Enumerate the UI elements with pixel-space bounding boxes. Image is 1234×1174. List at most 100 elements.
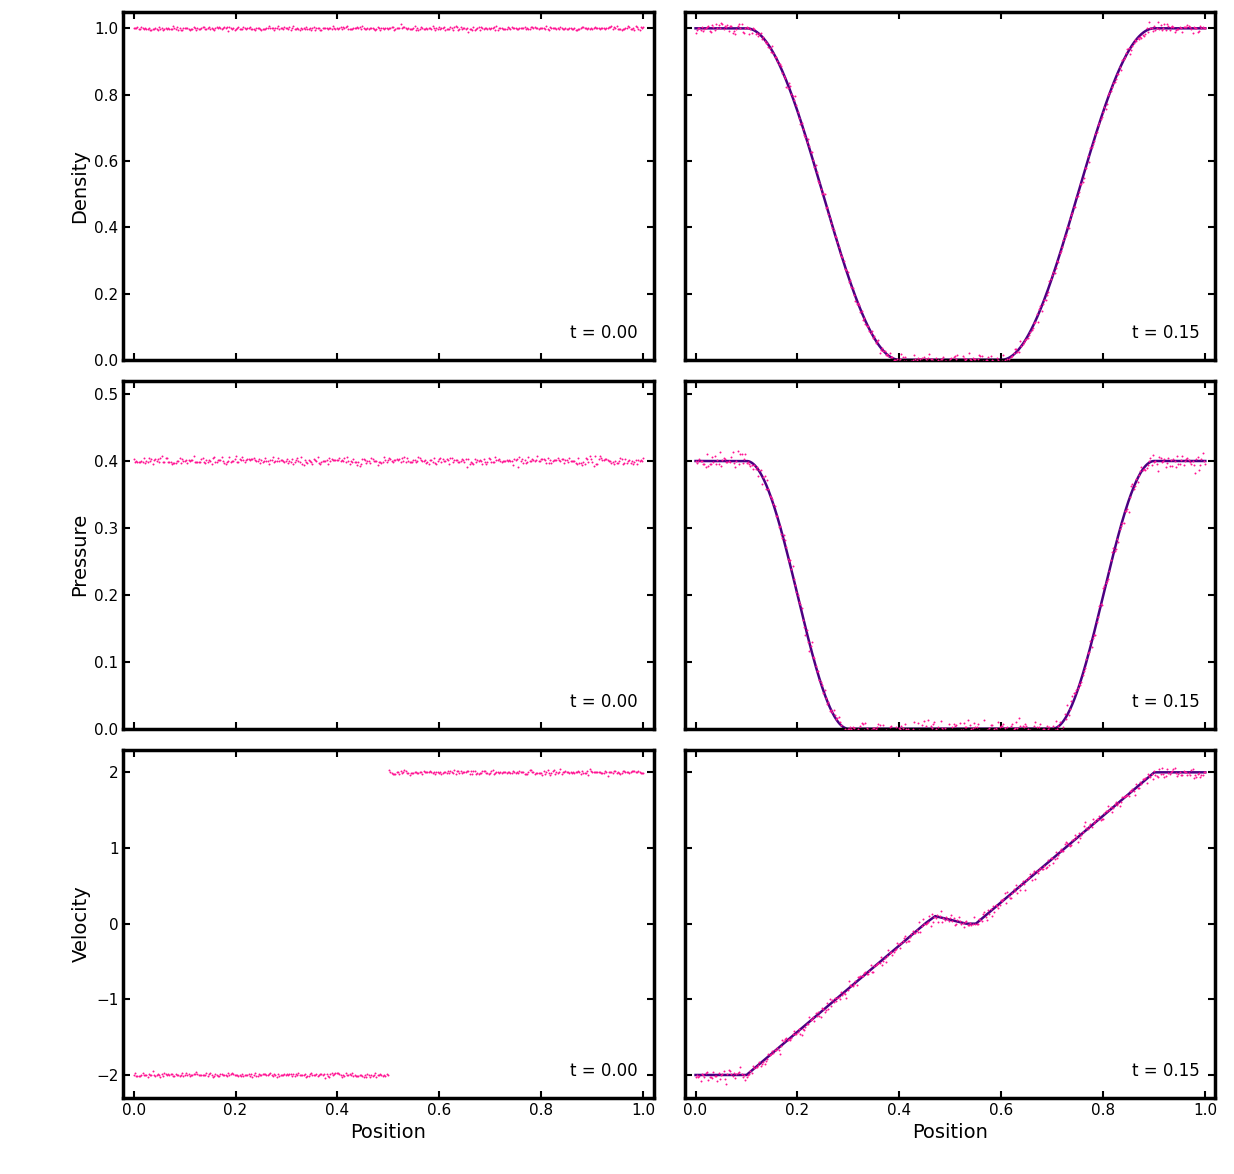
Point xyxy=(1108,533,1128,552)
Point xyxy=(851,966,871,985)
Point xyxy=(735,19,755,38)
Point xyxy=(193,448,212,467)
Point xyxy=(1192,19,1212,38)
Point xyxy=(598,452,618,471)
Point xyxy=(285,20,305,39)
Point xyxy=(1176,763,1196,782)
Point xyxy=(130,19,149,38)
Point xyxy=(325,451,344,470)
Point xyxy=(896,351,916,370)
Point xyxy=(716,452,735,471)
Point xyxy=(622,762,642,781)
Point xyxy=(194,18,213,36)
Point xyxy=(304,450,323,468)
Point xyxy=(376,1065,396,1084)
Point xyxy=(276,450,296,468)
Point xyxy=(186,1062,206,1081)
Point xyxy=(979,348,998,366)
Point xyxy=(421,451,441,470)
Point xyxy=(748,466,768,485)
Point xyxy=(781,85,801,103)
Point xyxy=(152,19,172,38)
Point xyxy=(1000,889,1019,908)
Point xyxy=(919,344,939,363)
Point xyxy=(961,916,981,935)
Point xyxy=(618,762,638,781)
Point xyxy=(705,1066,724,1085)
Point xyxy=(739,25,759,43)
Point xyxy=(207,452,227,471)
Point xyxy=(982,716,1002,735)
Point xyxy=(431,448,450,467)
Point xyxy=(1138,764,1157,783)
Point xyxy=(312,19,332,38)
Point xyxy=(454,763,474,782)
Point xyxy=(265,1066,285,1085)
Point xyxy=(1146,767,1166,785)
Point xyxy=(223,1065,243,1084)
Point xyxy=(244,448,264,467)
Point xyxy=(164,453,184,472)
Point xyxy=(474,20,494,39)
Point xyxy=(798,1014,818,1033)
Point xyxy=(965,350,985,369)
Point xyxy=(1027,305,1046,324)
Point xyxy=(703,1064,723,1082)
Point xyxy=(906,350,926,369)
Point xyxy=(557,20,576,39)
Point xyxy=(756,479,776,498)
Point xyxy=(790,1019,810,1038)
Point xyxy=(718,15,738,34)
Point xyxy=(259,18,279,36)
Point xyxy=(997,717,1017,736)
Point xyxy=(574,453,594,472)
Point xyxy=(413,20,433,39)
Point xyxy=(569,448,589,467)
Point xyxy=(774,1031,793,1050)
Point xyxy=(354,1067,374,1086)
Point xyxy=(304,1066,323,1085)
Point xyxy=(1141,19,1161,38)
Point xyxy=(800,136,819,155)
Point xyxy=(248,1066,268,1085)
Point xyxy=(155,448,175,467)
Point xyxy=(1088,608,1108,627)
Point xyxy=(585,763,605,782)
Point xyxy=(344,19,364,38)
Point xyxy=(900,723,919,742)
Point xyxy=(760,487,780,506)
Point xyxy=(1075,659,1095,677)
Point xyxy=(305,20,325,39)
Point xyxy=(243,450,263,468)
Point xyxy=(1027,862,1046,880)
Point xyxy=(331,451,350,470)
Point xyxy=(543,452,563,471)
Point xyxy=(793,610,813,629)
Point xyxy=(1021,322,1040,340)
Point xyxy=(512,450,532,468)
Point xyxy=(1083,810,1103,829)
Point xyxy=(607,453,627,472)
Point xyxy=(495,452,515,471)
Point xyxy=(520,761,539,780)
Point xyxy=(926,349,945,367)
Point xyxy=(474,762,494,781)
Point xyxy=(687,20,707,39)
Point xyxy=(466,452,486,471)
Point xyxy=(702,1068,722,1087)
Point xyxy=(1016,331,1035,350)
Point xyxy=(1127,32,1146,50)
Point xyxy=(885,940,905,959)
Point xyxy=(201,1066,221,1085)
Point xyxy=(589,450,608,468)
Point xyxy=(818,1000,838,1019)
Point xyxy=(1028,724,1048,743)
Point xyxy=(812,676,832,695)
Point xyxy=(447,18,466,36)
Point xyxy=(986,718,1006,737)
Point xyxy=(306,1065,326,1084)
Point xyxy=(496,763,516,782)
Point xyxy=(296,18,316,36)
Point xyxy=(159,1066,179,1085)
Point xyxy=(1019,724,1039,743)
